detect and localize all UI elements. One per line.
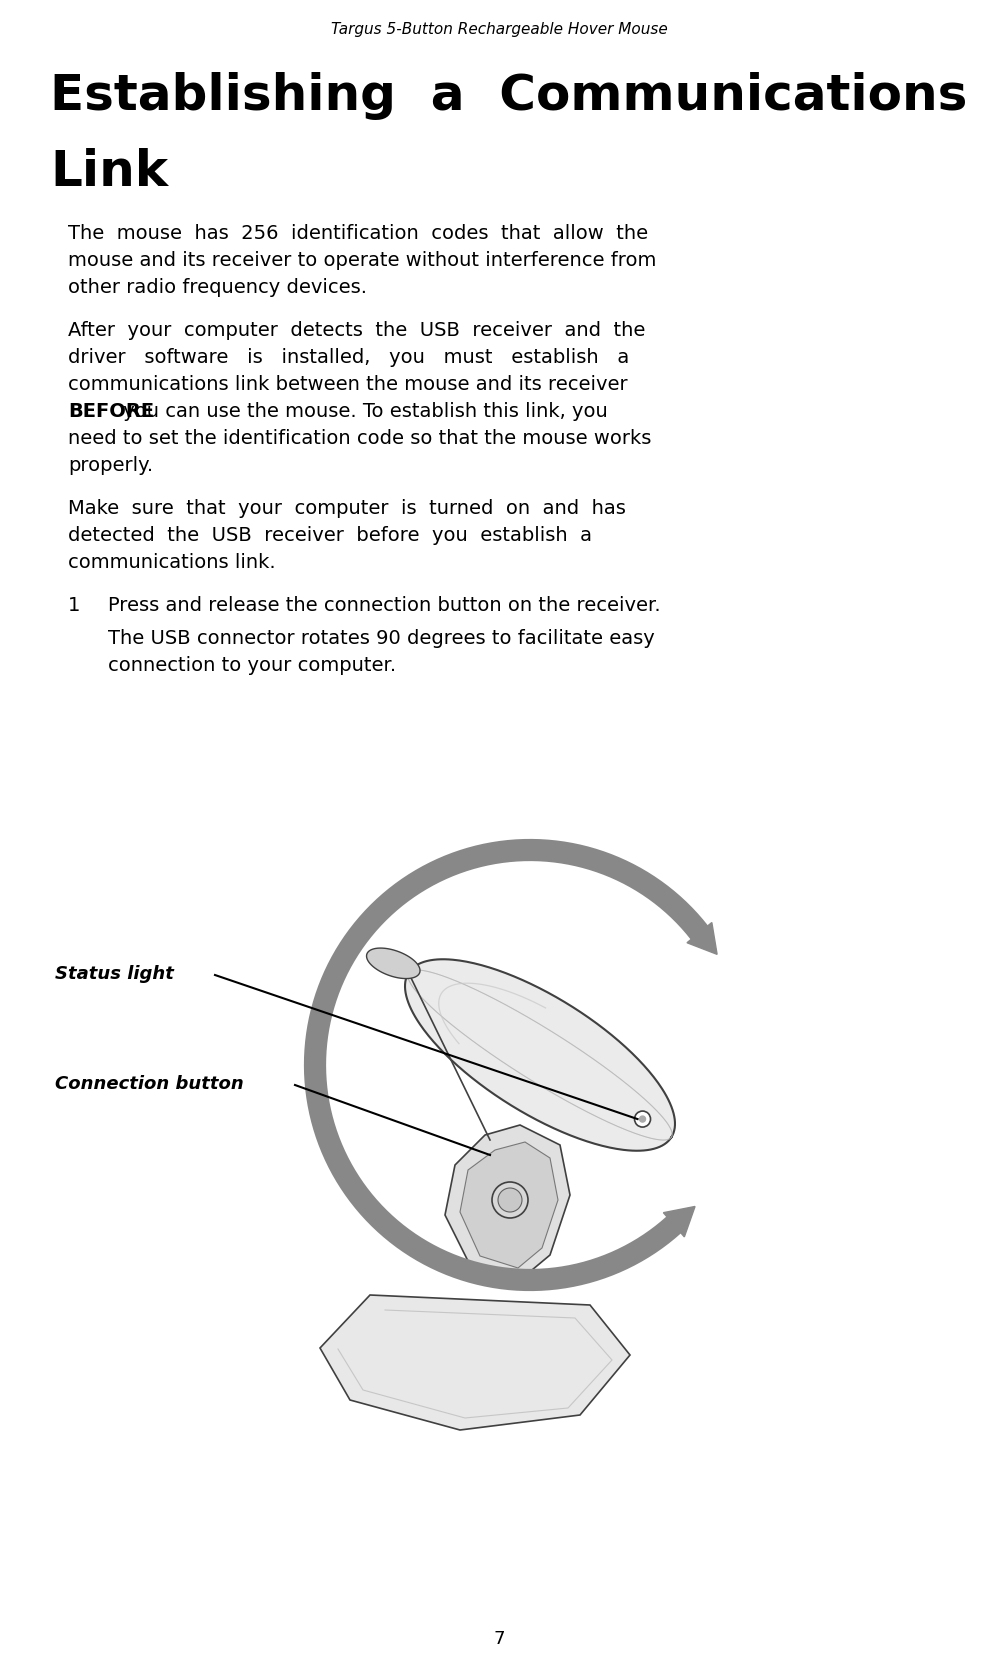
- Polygon shape: [445, 1125, 570, 1279]
- Text: you can use the mouse. To establish this link, you: you can use the mouse. To establish this…: [117, 402, 607, 421]
- Text: mouse and its receiver to operate without interference from: mouse and its receiver to operate withou…: [68, 252, 656, 270]
- Text: The  mouse  has  256  identification  codes  that  allow  the: The mouse has 256 identification codes t…: [68, 223, 648, 243]
- Text: communications link.: communications link.: [68, 553, 276, 571]
- Text: Press and release the connection button on the receiver.: Press and release the connection button …: [108, 596, 660, 615]
- Text: Make  sure  that  your  computer  is  turned  on  and  has: Make sure that your computer is turned o…: [68, 500, 626, 518]
- Text: 1: 1: [68, 596, 80, 615]
- Text: detected  the  USB  receiver  before  you  establish  a: detected the USB receiver before you est…: [68, 526, 592, 545]
- Circle shape: [639, 1116, 645, 1123]
- Circle shape: [498, 1188, 522, 1211]
- Polygon shape: [687, 923, 717, 955]
- Polygon shape: [367, 948, 420, 978]
- Text: need to set the identification code so that the mouse works: need to set the identification code so t…: [68, 430, 651, 448]
- Text: Establishing  a  Communications: Establishing a Communications: [50, 72, 967, 120]
- Text: BEFORE: BEFORE: [68, 402, 154, 421]
- Polygon shape: [663, 1206, 695, 1236]
- Text: The USB connector rotates 90 degrees to facilitate easy: The USB connector rotates 90 degrees to …: [108, 630, 654, 648]
- Text: properly.: properly.: [68, 456, 153, 475]
- Text: driver   software   is   installed,   you   must   establish   a: driver software is installed, you must e…: [68, 348, 629, 367]
- Polygon shape: [460, 1141, 558, 1268]
- Polygon shape: [320, 1294, 630, 1429]
- Text: 7: 7: [494, 1629, 504, 1648]
- Text: Connection button: Connection button: [55, 1075, 244, 1093]
- Circle shape: [492, 1181, 528, 1218]
- Text: Status light: Status light: [55, 965, 174, 983]
- Polygon shape: [405, 960, 675, 1151]
- Circle shape: [634, 1111, 650, 1128]
- Text: After  your  computer  detects  the  USB  receiver  and  the: After your computer detects the USB rece…: [68, 322, 645, 340]
- Text: Targus 5-Button Rechargeable Hover Mouse: Targus 5-Button Rechargeable Hover Mouse: [331, 22, 667, 37]
- Text: connection to your computer.: connection to your computer.: [108, 656, 397, 675]
- Text: communications link between the mouse and its receiver: communications link between the mouse an…: [68, 375, 627, 393]
- Text: other radio frequency devices.: other radio frequency devices.: [68, 278, 367, 297]
- Text: Link: Link: [50, 148, 168, 197]
